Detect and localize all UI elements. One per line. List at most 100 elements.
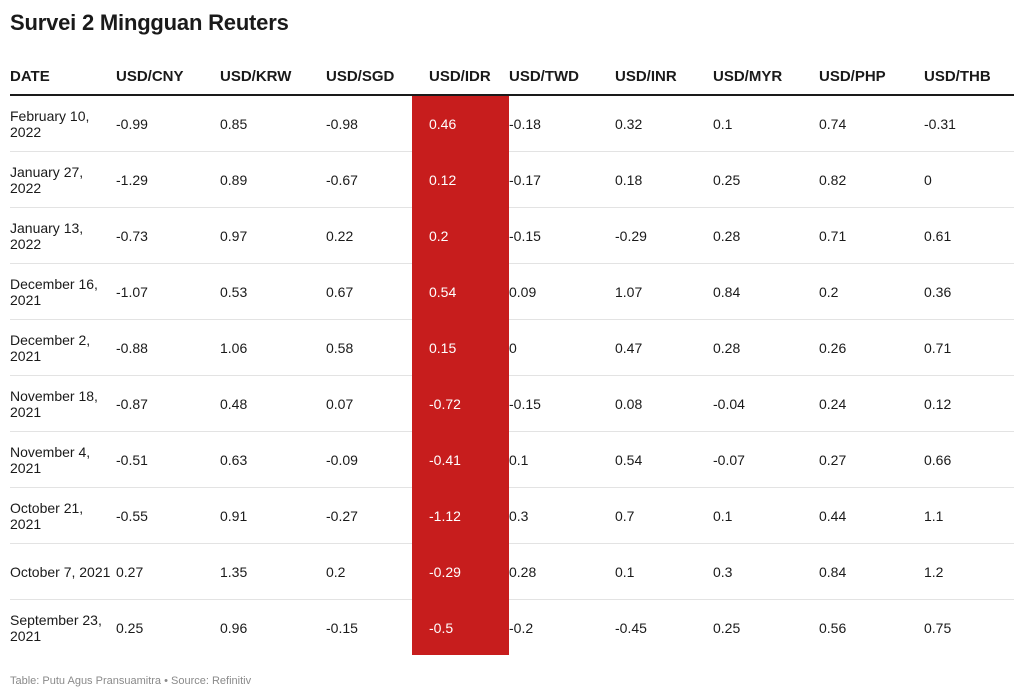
value-cell-usd-krw: 0.91 — [220, 487, 326, 544]
value-cell-usd-thb: 0.75 — [924, 619, 952, 636]
value-cell-usd-thb: 1.1 — [924, 487, 1014, 544]
value-cell-usd-sgd: 0.58 — [326, 319, 412, 376]
value-cell-usd-krw: 0.63 — [220, 431, 326, 488]
value-cell-usd-inr: 0.1 — [615, 543, 713, 600]
value-cell-usd-krw: 0.97 — [220, 207, 326, 264]
date-cell: January 13, 2022 — [10, 207, 116, 264]
column-header-usd-idr: USD/IDR — [412, 58, 509, 96]
value-cell-usd-twd: 0.28 — [509, 543, 615, 600]
column-header-usd-cny: USD/CNY — [116, 58, 220, 96]
value-cell-usd-idr: 0.54 — [412, 263, 509, 320]
value-cell-usd-idr: -0.72 — [412, 375, 509, 432]
value-cell-usd-sgd: -0.15 — [326, 619, 358, 636]
column-header-usd-sgd: USD/SGD — [326, 58, 412, 96]
value-cell-usd-cny: -0.73 — [116, 207, 220, 264]
header-row: DATE USD/CNY USD/KRW USD/SGD USD/IDR USD/TWD U… — [10, 58, 1014, 96]
value-cell-usd-thb: 0.61 — [924, 207, 1014, 264]
value-cell-usd-php: 0.27 — [819, 431, 924, 488]
value-cell-usd-cny: -1.29 — [116, 151, 220, 208]
value-cell-usd-idr: -0.41 — [412, 431, 509, 488]
value-cell-usd-sgd: 0.67 — [326, 263, 412, 320]
table-row: January 13, 2022 -0.73 0.97 0.22 0.2 -0.15 -0.… — [10, 207, 1014, 264]
value-cell-usd-myr: -0.07 — [713, 431, 819, 488]
value-cell-usd-php: 0.24 — [819, 375, 924, 432]
value-cell-usd-myr: 0.25 — [713, 619, 741, 636]
value-cell-usd-krw: 0.85 — [220, 95, 326, 152]
value-cell-usd-inr: 0.32 — [615, 95, 713, 152]
table-row: November 18, 2021 -0.87 0.48 0.07 -0.72 -0.15… — [10, 375, 1014, 432]
table-row: November 4, 2021 -0.51 0.63 -0.09 -0.41 0.1 0.… — [10, 431, 1014, 488]
date-cell: December 2, 2021 — [10, 319, 116, 376]
value-cell-usd-sgd: -0.98 — [326, 95, 412, 152]
value-cell-usd-php: 0.71 — [819, 207, 924, 264]
value-cell-usd-sgd: 0.22 — [326, 207, 412, 264]
column-header-usd-myr: USD/MYR — [713, 58, 819, 96]
column-header-usd-php: USD/PHP — [819, 58, 924, 96]
value-cell-usd-cny: -0.99 — [116, 95, 220, 152]
value-cell-usd-cny: -0.87 — [116, 375, 220, 432]
table-row: February 10, 2022 -0.99 0.85 -0.98 0.46 -0.18… — [10, 95, 1014, 152]
source-footer: Table: Putu Agus Pransuamitra • Source: … — [10, 675, 252, 687]
value-cell-usd-krw: 1.35 — [220, 543, 326, 600]
value-cell-usd-krw: 0.96 — [220, 619, 248, 636]
value-cell-usd-twd: -0.2 — [509, 619, 534, 636]
value-cell-usd-sgd: -0.27 — [326, 487, 412, 544]
column-header-usd-inr: USD/INR — [615, 58, 713, 96]
value-cell-usd-twd: -0.15 — [509, 207, 615, 264]
value-cell-usd-myr: 0.1 — [713, 95, 819, 152]
date-cell: September 23, 2021 — [10, 611, 102, 644]
value-cell-usd-krw: 0.89 — [220, 151, 326, 208]
value-cell-usd-cny: -0.55 — [116, 487, 220, 544]
value-cell-usd-inr: -0.45 — [615, 619, 647, 636]
value-cell-usd-cny: -1.07 — [116, 263, 220, 320]
value-cell-usd-krw: 1.06 — [220, 319, 326, 376]
value-cell-usd-thb: -0.31 — [924, 95, 1014, 152]
value-cell-usd-idr: -0.29 — [412, 543, 509, 600]
value-cell-usd-sgd: -0.09 — [326, 431, 412, 488]
value-cell-usd-myr: 0.25 — [713, 151, 819, 208]
value-cell-usd-twd: -0.17 — [509, 151, 615, 208]
value-cell-usd-inr: 0.18 — [615, 151, 713, 208]
data-table-container: DATE USD/CNY USD/KRW USD/SGD USD/IDR USD/TWD U… — [10, 58, 1014, 655]
value-cell-usd-idr: -0.5 — [412, 599, 509, 655]
value-cell-usd-myr: 0.28 — [713, 207, 819, 264]
table-body: February 10, 2022 -0.99 0.85 -0.98 0.46 -0.18… — [10, 95, 1014, 655]
value-cell-usd-idr: 0.2 — [412, 207, 509, 264]
value-cell-usd-php: 0.74 — [819, 95, 924, 152]
value-cell-usd-myr: 0.3 — [713, 543, 819, 600]
value-cell-usd-inr: -0.29 — [615, 207, 713, 264]
value-cell-usd-twd: -0.18 — [509, 95, 615, 152]
column-header-usd-thb: USD/THB — [924, 58, 1014, 96]
date-cell: February 10, 2022 — [10, 95, 116, 152]
value-cell-usd-inr: 0.54 — [615, 431, 713, 488]
column-header-usd-krw: USD/KRW — [220, 58, 326, 96]
value-cell-usd-myr: -0.04 — [713, 375, 819, 432]
table-row: December 16, 2021 -1.07 0.53 0.67 0.54 0.09 1.… — [10, 263, 1014, 320]
value-cell-usd-myr: 0.28 — [713, 319, 819, 376]
date-cell: November 4, 2021 — [10, 431, 116, 488]
value-cell-usd-idr: -1.12 — [412, 487, 509, 544]
table-row: December 2, 2021 -0.88 1.06 0.58 0.15 0 0.47 0.… — [10, 319, 1014, 376]
value-cell-usd-myr: 0.1 — [713, 487, 819, 544]
table-title: Survei 2 Mingguan Reuters — [10, 10, 289, 35]
value-cell-usd-twd: 0.3 — [509, 487, 615, 544]
value-cell-usd-inr: 0.08 — [615, 375, 713, 432]
column-header-date: DATE — [10, 58, 116, 96]
value-cell-usd-thb: 0.36 — [924, 263, 1014, 320]
value-cell-usd-thb: 0.71 — [924, 319, 1014, 376]
table-row: September 23, 2021 0.25 0.96 -0.15 -0.5 -0.2 -… — [10, 599, 1014, 655]
value-cell-usd-cny: -0.51 — [116, 431, 220, 488]
value-cell-usd-krw: 0.53 — [220, 263, 326, 320]
value-cell-usd-inr: 0.47 — [615, 319, 713, 376]
value-cell-usd-idr: 0.15 — [412, 319, 509, 376]
value-cell-usd-thb: 0 — [924, 151, 1014, 208]
value-cell-usd-php: 0.82 — [819, 151, 924, 208]
value-cell-usd-sgd: -0.67 — [326, 151, 412, 208]
value-cell-usd-idr: 0.12 — [412, 151, 509, 208]
value-cell-usd-thb: 0.66 — [924, 431, 1014, 488]
date-cell: January 27, 2022 — [10, 151, 116, 208]
date-cell: October 21, 2021 — [10, 487, 116, 544]
value-cell-usd-sgd: 0.07 — [326, 375, 412, 432]
date-cell: October 7, 2021 — [10, 543, 116, 600]
value-cell-usd-cny: 0.25 — [116, 619, 144, 636]
